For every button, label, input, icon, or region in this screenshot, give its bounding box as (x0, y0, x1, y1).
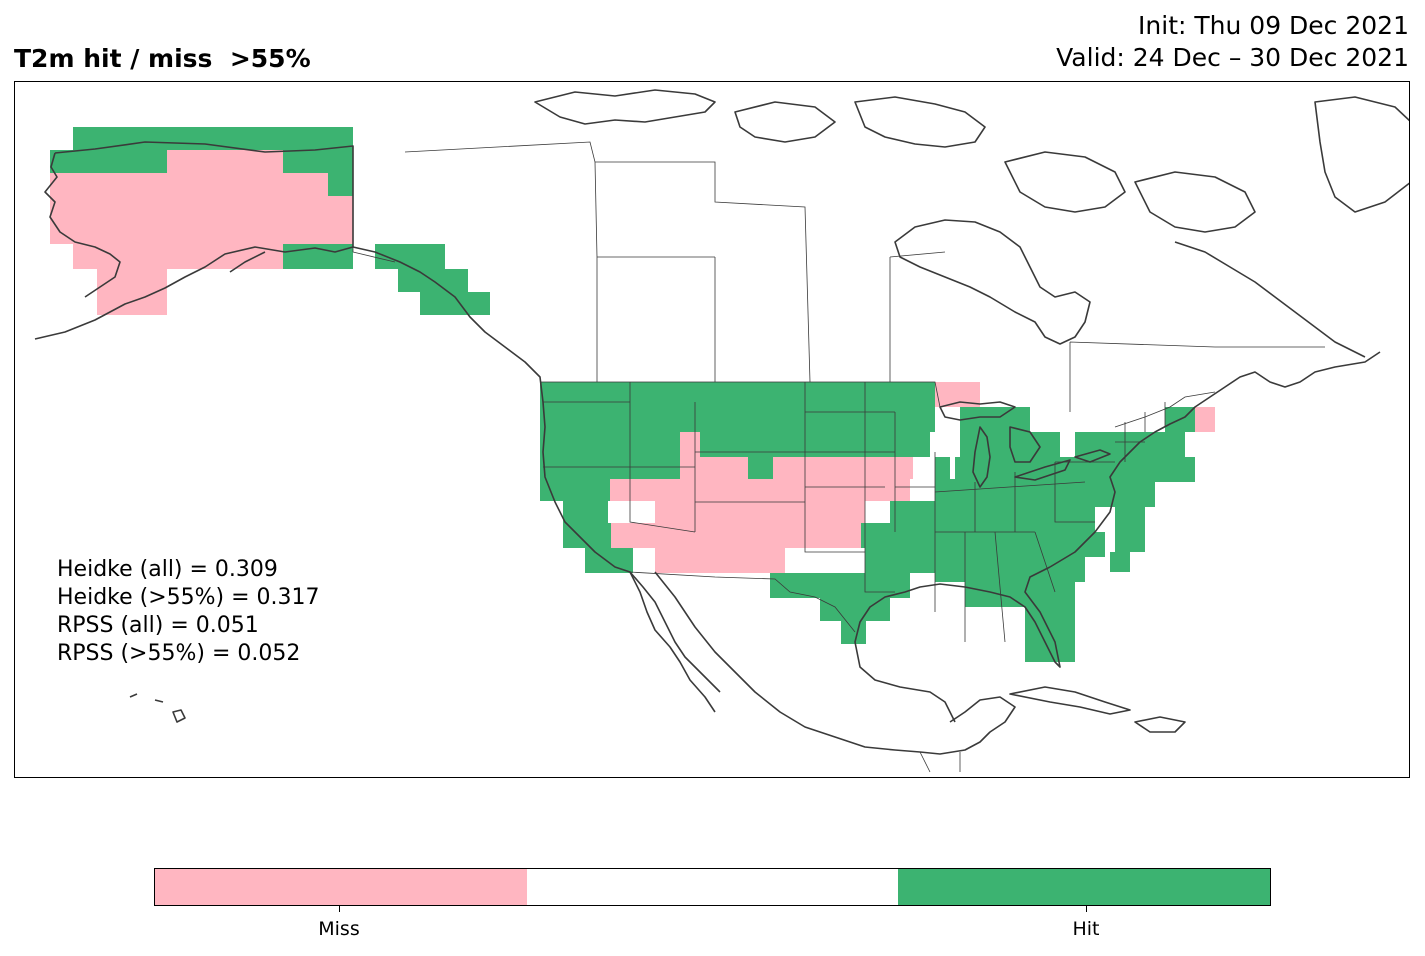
hit-cell (540, 407, 935, 432)
hit-cell (283, 150, 353, 173)
hit-cell (73, 127, 353, 150)
hit-cell (283, 244, 353, 269)
valid-date: Valid: 24 Dec – 30 Dec 2021 (1056, 43, 1409, 72)
hit-cell (748, 457, 773, 479)
miss-cell (655, 501, 865, 523)
hit-cell (770, 573, 910, 598)
heidke-55: Heidke (>55%) = 0.317 (57, 585, 320, 610)
colorbar-tick-hit (1086, 906, 1087, 912)
colorbar-hit-segment (898, 869, 1271, 905)
miss-cell (680, 432, 700, 457)
atlantic-coastline (1049, 351, 1381, 568)
alaska-canada-border (352, 146, 396, 263)
rpss-all: RPSS (all) = 0.051 (57, 613, 259, 638)
miss-cell (700, 457, 748, 479)
hit-cell (1115, 532, 1145, 552)
colorbar-label-hit: Hit (1072, 918, 1100, 940)
miss-cell (50, 173, 328, 196)
colorbar-miss-segment (155, 869, 527, 905)
hit-cell (935, 557, 1085, 582)
miss-cell (610, 479, 910, 501)
rpss-55: RPSS (>55%) = 0.052 (57, 641, 301, 666)
lake-superior (939, 401, 1016, 421)
neutral-cell (865, 501, 890, 523)
hit-cell (965, 507, 1095, 532)
colorbar-tick-miss (339, 906, 340, 912)
lake-huron (1009, 426, 1041, 463)
miss-cell (1195, 407, 1215, 432)
hit-cell (820, 598, 890, 621)
miss-cell (50, 196, 353, 219)
us-mexico-border (629, 571, 856, 633)
hit-cell (960, 407, 1030, 432)
map-canvas (34, 89, 1409, 773)
hit-cell (700, 432, 930, 457)
hit-cell (540, 382, 935, 407)
miss-cell (773, 457, 913, 479)
alaska-coastline (34, 141, 354, 340)
hit-cell (585, 548, 633, 573)
colorbar-label-miss: Miss (318, 918, 360, 940)
hit-cell (890, 501, 965, 523)
miss-cell (97, 292, 167, 315)
miss-cell (167, 150, 283, 173)
hit-cell (965, 482, 1115, 507)
us-states (543, 382, 1166, 643)
neutral-cell (910, 479, 935, 501)
skill-scores: Heidke (all) = 0.309 Heidke (>55%) = 0.3… (57, 556, 320, 668)
hit-cell (861, 523, 965, 548)
lake-ontario (1074, 449, 1111, 463)
hit-cell (1025, 632, 1075, 662)
central-america-border (919, 751, 961, 773)
map-title: T2m hit / miss >55% (14, 44, 311, 73)
hispaniola (1134, 716, 1186, 733)
heidke-all: Heidke (all) = 0.309 (57, 557, 278, 582)
hit-cell (935, 479, 965, 501)
hit-cell (420, 292, 490, 315)
date-info: Init: Thu 09 Dec 2021 Valid: 24 Dec – 30… (1056, 10, 1409, 74)
canada-provinces (404, 141, 1325, 412)
baja-coastline (629, 571, 716, 713)
hit-cell (1115, 457, 1195, 482)
lake-michigan (972, 426, 991, 488)
hit-cell (563, 501, 608, 523)
arctic-islands (534, 89, 1409, 233)
hit-cell (540, 479, 610, 501)
colorbar-neutral-segment (526, 869, 899, 905)
forecast-cells (50, 127, 1215, 662)
hit-cell (935, 457, 950, 479)
hudson-bay (894, 219, 1091, 345)
lake-erie (1014, 459, 1071, 481)
map-panel (14, 81, 1410, 778)
hit-cell (1115, 507, 1145, 532)
pacific-coastline (352, 246, 721, 693)
gulf-coastline (854, 566, 1061, 723)
hit-cell (965, 532, 1105, 557)
hit-cell (328, 173, 353, 196)
miss-cell (655, 548, 785, 573)
hit-cell (540, 457, 680, 479)
hit-cell (1110, 552, 1130, 572)
hit-cell (841, 621, 866, 644)
hit-cell (540, 432, 680, 457)
hit-cell (50, 150, 167, 173)
miss-cell (611, 523, 861, 548)
hit-cell (1115, 482, 1155, 507)
coastlines-and-borders (34, 89, 1409, 755)
mexico-coastline (654, 571, 1016, 755)
political-boundaries (352, 141, 1325, 773)
colorbar (154, 868, 1271, 906)
init-date: Init: Thu 09 Dec 2021 (1138, 11, 1409, 40)
miss-cell (680, 457, 700, 479)
quebec-labrador-coast (1174, 241, 1366, 358)
hit-cell (1075, 432, 1185, 457)
neutral-cell (913, 457, 938, 479)
cuba (1009, 686, 1131, 715)
miss-cell (50, 219, 353, 244)
hawaii (129, 693, 186, 723)
miss-cell (97, 269, 167, 292)
